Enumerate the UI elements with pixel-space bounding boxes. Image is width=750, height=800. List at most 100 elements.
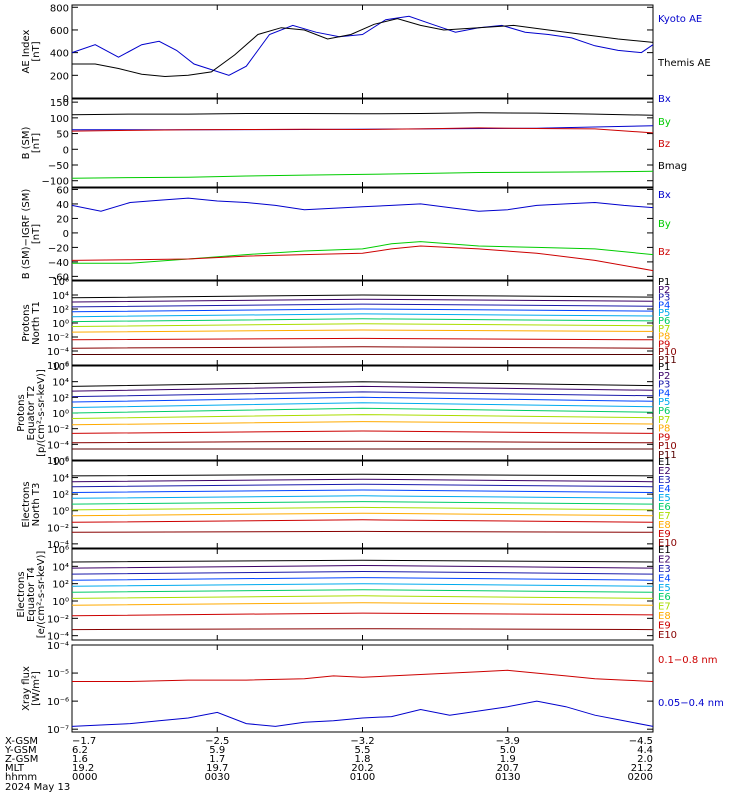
legend-entry: P2 [658, 371, 670, 382]
series-line-e6 [71, 589, 654, 593]
y-tick-label: 0 [63, 145, 69, 156]
legend-entry: P4 [658, 388, 670, 399]
y-tick-label: 10⁴ [52, 474, 69, 485]
legend-entry: Bx [658, 190, 671, 201]
y-tick-label: 10⁻⁶ [47, 456, 69, 467]
y-axis-label: [p/(cm²-s-sr-keV)] [36, 369, 47, 457]
y-tick-label: 10⁻⁷ [47, 725, 69, 736]
series-line-p3 [71, 391, 654, 398]
series-line-bmag [71, 112, 654, 116]
legend-entry: Bz [658, 247, 670, 258]
table-cell: −2.5 [205, 736, 229, 747]
y-tick-label: 10⁻² [47, 523, 69, 534]
legend-entry: P8 [658, 332, 670, 343]
y-tick-label: 10⁰ [52, 597, 69, 608]
panel-8 [71, 644, 654, 733]
y-tick-label: −100 [42, 177, 69, 188]
y-tick-label: 10⁻⁴ [47, 641, 69, 652]
table-cell: 5.0 [500, 745, 516, 756]
series-line-e3 [71, 570, 654, 575]
series-line-by [71, 170, 654, 179]
table-cell: 4.4 [637, 745, 653, 756]
legend-entry: P5 [658, 308, 670, 319]
series-line-p3 [71, 303, 654, 308]
y-axis-label: [nT] [31, 224, 42, 244]
series-line-bx [71, 197, 654, 212]
series-line-kyoto-ae [71, 15, 654, 76]
legend-entry: P7 [658, 415, 670, 426]
y-tick-label: 10² [52, 305, 69, 316]
series-line-e1 [71, 559, 654, 563]
y-tick-label: 10⁻⁶ [47, 697, 69, 708]
series-line-p7 [71, 323, 654, 327]
legend-entry: P5 [658, 397, 670, 408]
y-tick-label: 10⁴ [52, 562, 69, 573]
panel-frame [71, 280, 654, 366]
y-tick-label: −20 [48, 243, 69, 254]
legend-entry: P10 [658, 347, 677, 358]
table-cell: 0100 [350, 772, 375, 783]
panel-frame [71, 644, 654, 733]
y-axis-label: [W/m²] [31, 671, 42, 706]
table-cell: 1.6 [72, 754, 88, 765]
y-axis-label: North T1 [31, 301, 42, 345]
y-tick-label: 10² [52, 393, 69, 404]
y-axis-label: B (SM) [21, 126, 32, 159]
y-tick-label: 10⁻² [47, 425, 69, 436]
legend-entry: E7 [658, 511, 671, 522]
series-line-p8 [71, 329, 654, 333]
y-tick-label: −60 [48, 272, 69, 283]
legend-entry: E1 [658, 545, 671, 556]
table-cell: 0030 [205, 772, 230, 783]
table-cell: 1.9 [500, 754, 516, 765]
panel-4 [71, 280, 654, 366]
table-cell: −1.7 [72, 736, 96, 747]
table-cell: 2.0 [637, 754, 653, 765]
series-line-e7 [71, 595, 654, 599]
table-row-label: Z-GSM [5, 754, 38, 765]
y-axis-label: Equator T2 [26, 386, 37, 441]
y-tick-label: 10⁻⁵ [47, 669, 69, 680]
series-line-p6 [71, 318, 654, 323]
legend-entry: E8 [658, 611, 671, 622]
series-line-e2 [71, 478, 654, 483]
y-tick-label: 0 [63, 94, 69, 105]
legend-entry: P9 [658, 432, 670, 443]
y-tick-label: 10⁻² [47, 333, 69, 344]
y-tick-label: −40 [48, 258, 69, 269]
legend-entry: E5 [658, 583, 671, 594]
y-tick-label: 10⁰ [52, 319, 69, 330]
series-line-e4 [71, 577, 654, 581]
legend-entry: E10 [658, 630, 677, 641]
y-axis-label: [nT] [31, 41, 42, 61]
y-tick-label: 10⁻⁴ [47, 540, 69, 551]
series-line-p1 [71, 381, 654, 387]
y-axis-label: Electrons [16, 571, 27, 617]
legend-entry: E6 [658, 502, 671, 513]
y-axis-label: Electrons [21, 481, 32, 527]
y-axis-label: Protons [16, 394, 27, 431]
y-tick-label: 10² [52, 490, 69, 501]
series-line-e9 [71, 612, 654, 617]
series-line-p9 [71, 337, 654, 341]
table-cell: 6.2 [72, 745, 88, 756]
y-axis-label: Protons [21, 304, 32, 341]
panel-frame [71, 548, 654, 641]
legend-entry: Bx [658, 94, 671, 105]
table-cell: 1.8 [355, 754, 371, 765]
legend-entry: P4 [658, 300, 670, 311]
legend-entry: P11 [658, 355, 677, 366]
legend-entry: P10 [658, 441, 677, 452]
y-tick-label: 100 [50, 114, 69, 125]
y-tick-label: 150 [50, 98, 69, 109]
y-tick-label: 50 [56, 130, 69, 141]
y-tick-label: 10⁻⁴ [47, 440, 69, 451]
series-line-by [72, 241, 654, 264]
y-axis-label: AE Index [21, 29, 32, 73]
legend-entry: E2 [658, 466, 671, 477]
panel-6 [71, 460, 654, 549]
panel-7 [71, 548, 654, 641]
series-line-p7 [71, 414, 654, 419]
y-tick-label: 10⁻² [47, 614, 69, 625]
legend-entry: Kyoto AE [658, 14, 702, 25]
